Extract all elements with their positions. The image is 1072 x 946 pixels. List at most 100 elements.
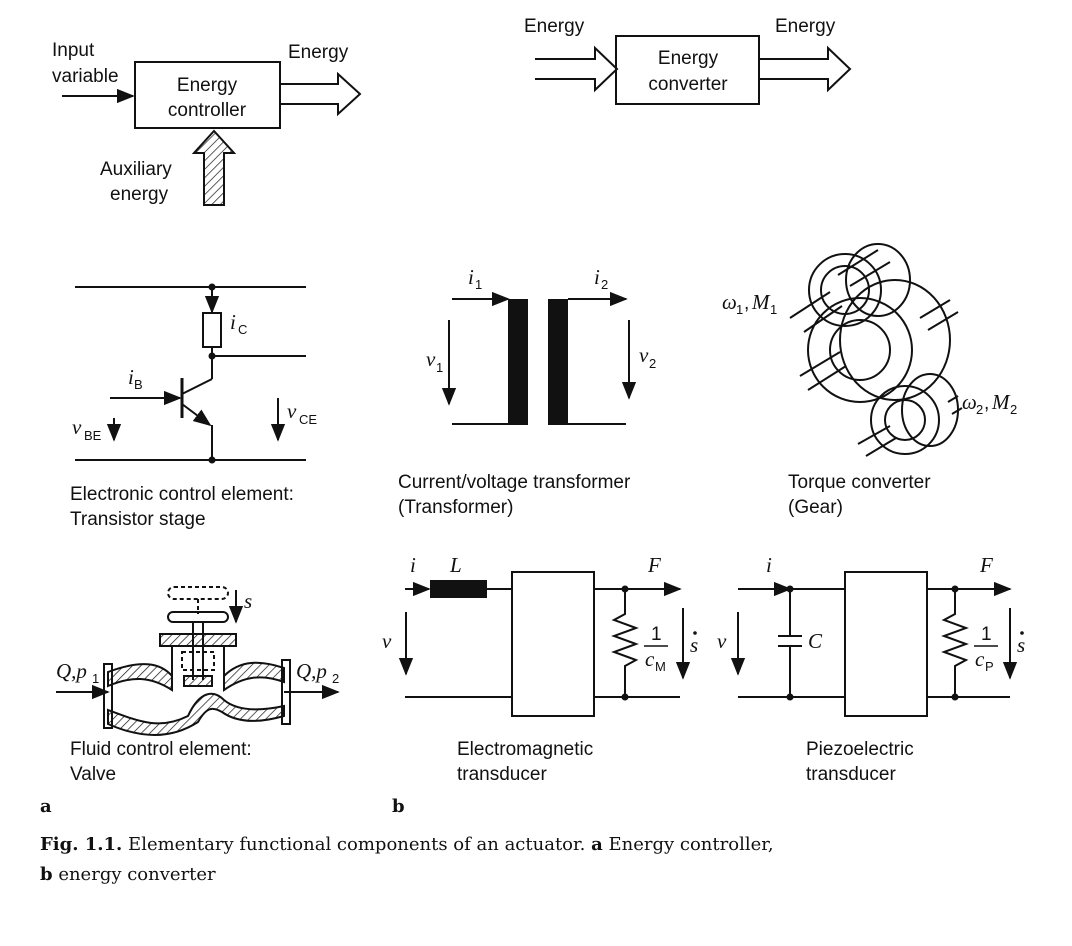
m2-label: M <box>991 390 1011 414</box>
transformer-caption-1: Current/voltage transformer <box>398 472 631 493</box>
valve-in-label: Q,p <box>56 659 87 683</box>
aux-label-2: energy <box>110 184 169 205</box>
valve-out-label: Q,p <box>296 659 327 683</box>
gear-caption-1: Torque converter <box>788 472 931 493</box>
caption-text-3: energy converter <box>52 864 216 885</box>
collector-resistor <box>202 312 222 348</box>
pz-caption-2: transducer <box>806 764 896 785</box>
omega2-comma: , <box>984 393 989 414</box>
v2-label: v <box>639 343 649 367</box>
aux-label-1: Auxiliary <box>100 159 172 180</box>
output-label: Energy <box>288 42 349 63</box>
pz-frac-den-sub: P <box>985 659 994 674</box>
pz-C-label: C <box>808 629 823 653</box>
auxiliary-energy-arrow <box>191 129 237 206</box>
energy-controller-block: Input variable Energy controller Energy … <box>52 40 362 206</box>
figure-caption: Fig. 1.1. Elementary functional componen… <box>40 830 1040 890</box>
transistor-stage: i C i B v BE v CE Electronic control ele… <box>70 283 317 530</box>
valve-in-sub: 1 <box>92 671 99 686</box>
vbe-sub: BE <box>84 428 102 443</box>
converter-output-arrow <box>759 45 852 93</box>
converter-input-arrow <box>535 45 619 93</box>
em-L-label: L <box>449 553 462 577</box>
caption-fig-number: Fig. 1.1. <box>40 834 123 855</box>
v1-label: v <box>426 347 436 371</box>
input-label-2: variable <box>52 66 119 87</box>
pz-frac-den: c <box>975 647 985 671</box>
panel-label-a: a <box>40 796 52 817</box>
em-transducer-box <box>511 571 595 717</box>
valve-caption-2: Valve <box>70 764 116 785</box>
m1-sub: 1 <box>770 302 777 317</box>
ic-label: i <box>230 310 236 334</box>
piezoelectric-transducer: i v C F 1 c P s Piezoelectric transducer <box>717 553 1025 785</box>
valve-drawing: s Q,p 1 Q,p 2 Fluid control element: Val… <box>56 586 340 785</box>
ic-sub: C <box>238 322 247 337</box>
i1-label: i <box>468 265 474 289</box>
valve-out-sub: 2 <box>332 671 339 686</box>
pz-i-label: i <box>766 553 772 577</box>
energy-converter-block: Energy Energy converter Energy <box>524 16 852 105</box>
pz-sdot-label: s <box>1017 633 1025 657</box>
transistor-caption-1: Electronic control element: <box>70 484 294 505</box>
controller-box-label-2: controller <box>168 100 247 121</box>
v2-sub: 2 <box>649 356 656 371</box>
secondary-coil <box>548 299 568 424</box>
em-frac-den-sub: M <box>655 659 666 674</box>
converter-box-label-2: converter <box>648 74 728 95</box>
pz-frac-num: 1 <box>981 624 992 645</box>
stroke-s-label: s <box>244 589 252 613</box>
energy-converter-box <box>615 35 760 105</box>
spring-cm <box>611 589 639 697</box>
pz-caption-1: Piezoelectric <box>806 739 914 760</box>
m2-sub: 2 <box>1010 402 1017 417</box>
primary-coil <box>508 299 528 424</box>
m1-label: M <box>751 290 771 314</box>
transistor-caption-2: Transistor stage <box>70 509 206 530</box>
converter-box-label-1: Energy <box>658 48 719 69</box>
v1-sub: 1 <box>436 360 443 375</box>
caption-text-2: Energy controller, <box>602 834 774 855</box>
omega1-sub: 1 <box>736 302 743 317</box>
caption-a: a <box>591 834 603 855</box>
caption-text-1: Elementary functional components of an a… <box>122 834 592 855</box>
em-sdot-label: s <box>690 633 698 657</box>
ib-label: i <box>128 365 134 389</box>
vce-label: v <box>287 399 297 423</box>
em-caption-1: Electromagnetic <box>457 739 593 760</box>
transformer-caption-2: (Transformer) <box>398 497 513 518</box>
i1-sub: 1 <box>475 277 482 292</box>
em-frac-den: c <box>645 647 655 671</box>
energy-controller-box <box>134 61 281 129</box>
pz-v-label: v <box>717 629 727 653</box>
ib-sub: B <box>134 377 143 392</box>
omega2-sub: 2 <box>976 402 983 417</box>
i2-sub: 2 <box>601 277 608 292</box>
pz-F-label: F <box>979 553 993 577</box>
omega1-comma: , <box>744 293 749 314</box>
vbe-label: v <box>72 415 82 439</box>
omega2-label: ω <box>962 390 977 414</box>
spring-cp <box>941 589 969 697</box>
valve-caption-1: Fluid control element: <box>70 739 252 760</box>
piezo-transducer-box <box>844 571 928 717</box>
electromagnetic-transducer: i L v F 1 c M s Electromagnetic transduc… <box>382 553 698 785</box>
gear-caption-2: (Gear) <box>788 497 843 518</box>
panel-label-b: b <box>392 796 405 817</box>
transformer: i 1 i 2 v 1 v 2 Current/voltage transfor… <box>398 265 656 518</box>
gear-drawing: ω 1 , M 1 ω 2 , M 2 Torque converter (Ge… <box>722 243 1017 518</box>
caption-b: b <box>40 864 53 885</box>
em-frac-num: 1 <box>651 624 662 645</box>
vce-sub: CE <box>299 412 317 427</box>
em-v-label: v <box>382 629 392 653</box>
input-label-1: Input <box>52 40 95 61</box>
em-i-label: i <box>410 553 416 577</box>
controller-box-label-1: Energy <box>177 75 238 96</box>
output-energy-arrow <box>280 71 362 117</box>
converter-output-label: Energy <box>775 16 836 37</box>
em-F-label: F <box>647 553 661 577</box>
omega1-label: ω <box>722 290 737 314</box>
i2-label: i <box>594 265 600 289</box>
em-caption-2: transducer <box>457 764 547 785</box>
